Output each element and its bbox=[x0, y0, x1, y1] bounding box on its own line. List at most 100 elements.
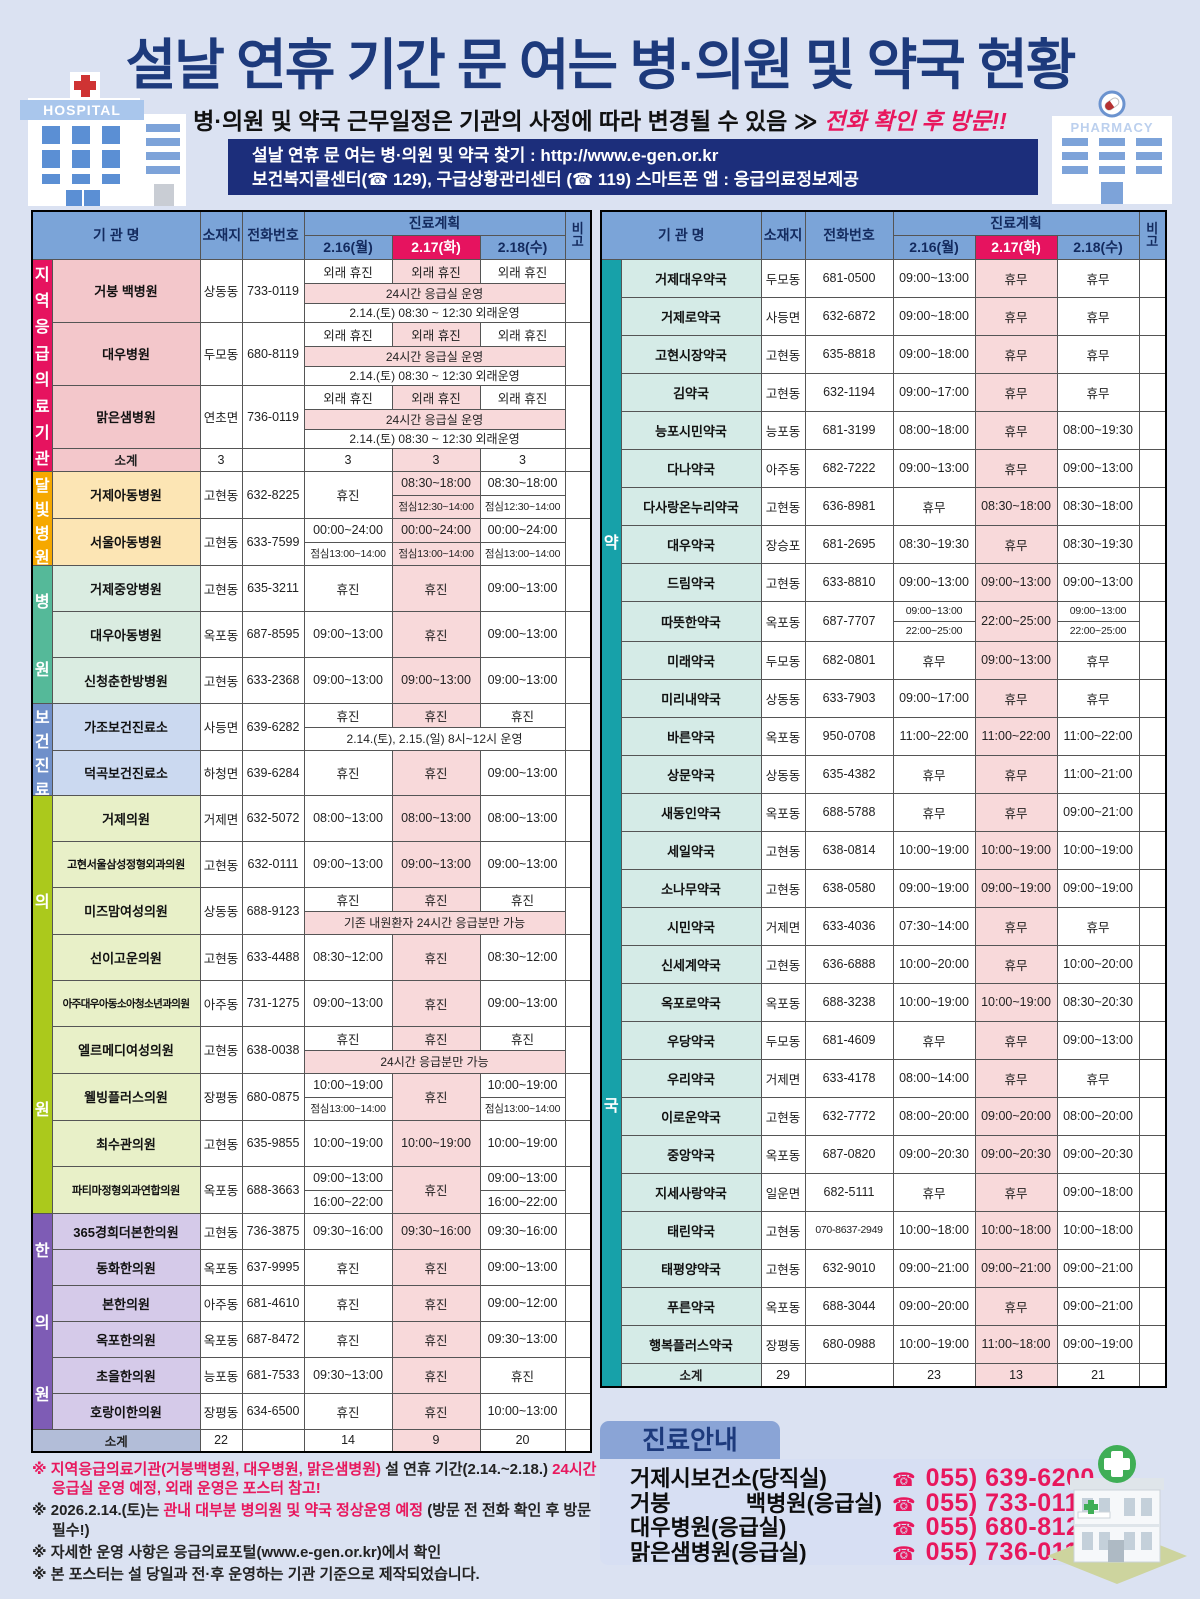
table-row: 지세사랑약국 일운면 682-5111 휴무 휴무 09:00~18:00 bbox=[601, 1172, 1167, 1212]
table-row: 신청춘한방병원 고현동 633-2368 09:00~13:00 09:00~13:00… bbox=[32, 656, 592, 704]
table-row: 지 역 응 급 의 료 기 관 거붕 백병원 상동동 733-0119 외래 휴진 외래 휴진 외래 휴진 bbox=[31, 258, 592, 472]
remark-cell bbox=[1138, 716, 1167, 756]
remark-cell bbox=[1138, 372, 1167, 412]
schedule-cell: 휴무 bbox=[974, 754, 1058, 794]
phone-cell: 634-6500 bbox=[241, 1392, 305, 1430]
schedule-cell: 10:00~19:00 bbox=[303, 1072, 393, 1098]
location-cell: 장평동 bbox=[199, 1072, 243, 1121]
phone-cell: 637-9995 bbox=[241, 1248, 305, 1286]
schedule-cell: 09:00~13:00 bbox=[479, 1165, 566, 1191]
facility-name: 가조보건진료소 bbox=[51, 702, 201, 751]
location-cell: 상동동 bbox=[199, 258, 243, 323]
facility-name: 바른약국 bbox=[620, 716, 762, 756]
schedule-cell: 외래 휴진 bbox=[303, 258, 393, 284]
location-cell: 거제면 bbox=[760, 1058, 806, 1098]
remark-cell bbox=[564, 1356, 592, 1394]
schedule-cell: 08:00~20:00 bbox=[892, 1096, 976, 1136]
schedule-cell: 09:00~21:00 bbox=[892, 1248, 976, 1288]
schedule-cell: 08:30~18:00 bbox=[479, 470, 566, 496]
facility-name: 대우약국 bbox=[620, 524, 762, 564]
schedule-cell: 점심12:30~14:00 bbox=[391, 494, 481, 519]
table-row: 푸른약국 옥포동 688-3044 09:00~20:00 휴무 09:00~21:00 bbox=[601, 1286, 1167, 1326]
schedule-cell: 휴진 bbox=[303, 702, 393, 728]
note-cell: 기존 내원환자 24시간 응급분만 가능 bbox=[303, 910, 566, 935]
phone-cell: 688-3238 bbox=[804, 982, 894, 1022]
phone-cell: 688-9123 bbox=[241, 886, 305, 935]
schedule-cell: 휴무 bbox=[974, 944, 1058, 984]
phone-cell bbox=[241, 1428, 305, 1453]
note-cell: 24시간 응급실 운영 bbox=[303, 282, 566, 304]
schedule-cell: 00:00~24:00 bbox=[303, 517, 393, 543]
remark-cell bbox=[564, 258, 592, 323]
pharmacy-table-body: 기 관 명 소재지 전화번호 진료계획 비고 2.16(월) 2.17(화) 2.18(수) 약… bbox=[600, 210, 1167, 1388]
remark-cell bbox=[1138, 600, 1167, 642]
facility-name: 상문약국 bbox=[620, 754, 762, 794]
schedule-cell: 점심13:00~14:00 bbox=[479, 541, 566, 566]
schedule-cell: 휴진 bbox=[391, 1284, 481, 1322]
schedule-cell: 11:00~22:00 bbox=[892, 716, 976, 756]
table-row: 드림약국 고현동 633-8810 09:00~13:00 09:00~13:00 09:… bbox=[601, 562, 1167, 602]
table-row: 태린약국 고현동 070-8637-2949 10:00~18:00 10:00~18:… bbox=[601, 1210, 1167, 1250]
phone-cell: 633-4036 bbox=[804, 906, 894, 946]
schedule-cell: 휴진 bbox=[391, 1165, 481, 1214]
schedule-cell: 휴진 bbox=[391, 1072, 481, 1121]
schedule-cell: 09:00~19:00 bbox=[974, 868, 1058, 908]
text-segment: 설 연휴 기간(2.14.~2.18.) bbox=[381, 1461, 553, 1478]
note-cell: 2.14.(토) 08:30 ~ 12:30 외래운영 bbox=[303, 428, 566, 449]
remark-cell bbox=[564, 933, 592, 981]
table-row: 미래약국 두모동 682-0801 휴무 09:00~13:00 휴무 bbox=[601, 640, 1167, 680]
schedule-cell: 10:00~18:00 bbox=[974, 1210, 1058, 1250]
schedule-cell: 휴무 bbox=[974, 334, 1058, 374]
schedule-cell: 00:00~24:00 bbox=[391, 517, 481, 543]
remark-cell bbox=[564, 610, 592, 658]
note-cell: 2.14.(토), 2.15.(일) 8시~12시 운영 bbox=[303, 726, 566, 751]
schedule-cell: 08:30~18:00 bbox=[391, 470, 481, 496]
location-cell: 거제면 bbox=[199, 794, 243, 842]
schedule-cell: 14 bbox=[303, 1428, 393, 1453]
location-cell: 거제면 bbox=[760, 906, 806, 946]
schedule-cell: 09:00~13:00 bbox=[974, 562, 1058, 602]
pharmacy-schedule-table: 기 관 명 소재지 전화번호 진료계획 비고 2.16(월) 2.17(화) 2.18(수) 약… bbox=[600, 210, 1168, 1388]
facility-name: 태평양약국 bbox=[620, 1248, 762, 1288]
phone-cell: 681-7533 bbox=[241, 1356, 305, 1394]
table-row: 달 빛 병 원 거제아동병원 고현동 632-8225 휴진 08:30~18:00 08:30~… bbox=[31, 470, 592, 566]
schedule-cell: 09:00~13:00 bbox=[892, 600, 976, 622]
schedule-cell: 08:30~19:30 bbox=[892, 524, 976, 564]
location-cell: 고현동 bbox=[760, 1248, 806, 1288]
schedule-cell: 13 bbox=[974, 1362, 1058, 1388]
table-row: 24시간 응급실 운영 bbox=[32, 408, 591, 430]
schedule-cell: 09:00~13:00 bbox=[479, 979, 566, 1027]
table-row: 의 원 거제의원 거제면 632-5072 08:00~13:00 08:00~13:00 0… bbox=[31, 794, 592, 1214]
location-cell: 3 bbox=[199, 447, 243, 472]
facility-name: 거제로약국 bbox=[620, 296, 762, 336]
table-row: 소계 22 14 9 20 bbox=[31, 1428, 592, 1453]
phone-cell bbox=[804, 1362, 894, 1388]
table-row: 중앙약국 옥포동 687-0820 09:00~20:30 09:00~20:30 09:… bbox=[601, 1134, 1167, 1174]
phone-cell: 682-5111 bbox=[804, 1172, 894, 1212]
facility-name: 거제아동병원 bbox=[51, 470, 201, 519]
schedule-cell: 휴진 bbox=[479, 702, 566, 728]
schedule-cell: 9 bbox=[391, 1428, 481, 1453]
phone-cell: 687-0820 bbox=[804, 1134, 894, 1174]
text-segment: ※ 지역응급의료기관(거붕백병원, 대우병원, 맑은샘병원) bbox=[32, 1461, 382, 1478]
guide-contact-row: 대우병원(응급실) ☎ 055) 680-8123 bbox=[630, 1515, 1140, 1540]
schedule-cell: 09:00~13:00 bbox=[974, 640, 1058, 680]
schedule-cell: 08:00~19:30 bbox=[1056, 410, 1140, 450]
remark-cell bbox=[1138, 754, 1167, 794]
schedule-cell: 10:00~18:00 bbox=[892, 1210, 976, 1250]
remark-cell bbox=[1138, 524, 1167, 564]
schedule-cell: 휴진 bbox=[303, 1025, 393, 1051]
remark-cell bbox=[1138, 982, 1167, 1022]
schedule-cell: 16:00~22:00 bbox=[479, 1189, 566, 1214]
remark-cell bbox=[564, 840, 592, 888]
facility-name: 초을한의원 bbox=[51, 1356, 201, 1394]
contact-phone: 055) 639-6200 bbox=[925, 1464, 1095, 1492]
schedule-cell: 점심13:00~14:00 bbox=[303, 1096, 393, 1121]
location-cell: 하청면 bbox=[199, 749, 243, 796]
location-cell: 고현동 bbox=[760, 1096, 806, 1136]
remark-cell bbox=[1138, 1134, 1167, 1174]
schedule-cell: 09:00~13:00 bbox=[303, 979, 393, 1027]
location-cell: 장승포 bbox=[760, 524, 806, 564]
text-segment: 병·의원 및 약국 근무일정은 기관의 사정에 따라 변경될 수 있음 ≫ bbox=[193, 108, 825, 134]
note-cell: 2.14.(토) 08:30 ~ 12:30 외래운영 bbox=[303, 365, 566, 386]
